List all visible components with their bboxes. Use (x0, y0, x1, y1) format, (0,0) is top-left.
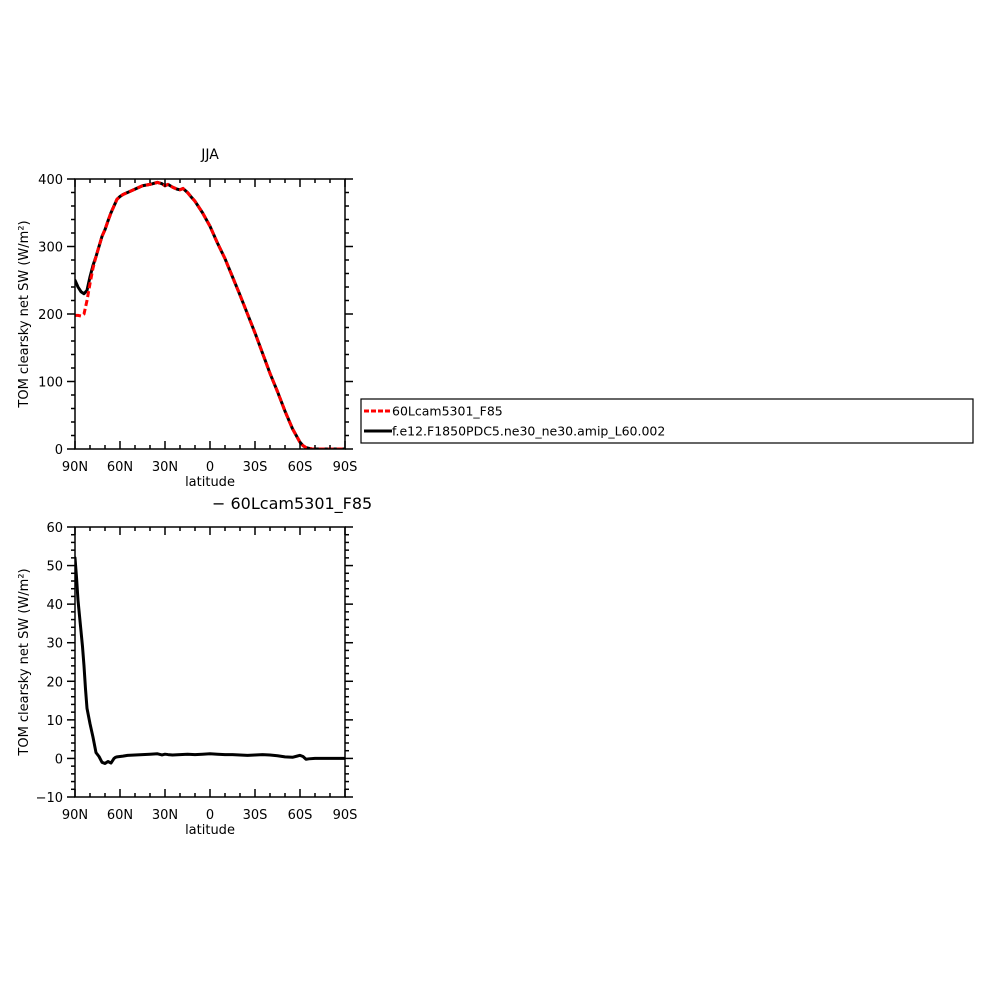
y-tick-label: 50 (46, 560, 63, 575)
x-tick-label: 30S (243, 808, 268, 823)
series-line-1 (75, 556, 345, 765)
y-tick-label: 400 (38, 173, 63, 188)
y-tick-label: 300 (38, 241, 63, 256)
chart-title: − 60Lcam5301_F85 (212, 494, 372, 514)
y-axis-label: TOM clearsky net SW (W/m²) (17, 220, 32, 408)
y-tick-label: −10 (36, 791, 63, 806)
legend-entry-1: 60Lcam5301_F85 (392, 404, 503, 419)
y-tick-label: 100 (38, 376, 63, 391)
x-tick-label: 90S (333, 808, 358, 823)
plot-frame (74, 178, 346, 450)
y-tick-label: 40 (46, 598, 63, 613)
x-axis-label: latitude (185, 823, 235, 838)
y-tick-label: 60 (46, 521, 63, 536)
x-tick-label: 30N (152, 808, 178, 823)
chart-2: 90N 60N 30N 0 30S 60S 90S −10 0 10 20 30 40 50 60 latit… (17, 494, 372, 838)
x-tick-label: 90N (62, 460, 88, 475)
x-tick-label: 60N (107, 808, 133, 823)
x-tick-label: 0 (206, 808, 214, 823)
y-axis-label: TOM clearsky net SW (W/m²) (17, 568, 32, 756)
legend: 60Lcam5301_F85 f.e12.F1850PDC5.ne30_ne30.… (360, 398, 974, 444)
y-tick-label: 200 (38, 308, 63, 323)
x-tick-label: 60S (288, 460, 313, 475)
legend-entry-2: f.e12.F1850PDC5.ne30_ne30.amip_L60.002 (392, 424, 665, 439)
series-line-2 (75, 180, 345, 449)
legend-box (360, 398, 974, 444)
y-tick-label: 20 (46, 675, 63, 690)
x-axis-label: latitude (185, 475, 235, 490)
x-tick-label: 90N (62, 808, 88, 823)
y-tick-label: 0 (55, 752, 63, 767)
x-tick-label: 60S (288, 808, 313, 823)
x-tick-label: 0 (206, 460, 214, 475)
x-tick-label: 90S (333, 460, 358, 475)
y-tick-label: 30 (46, 637, 63, 652)
chart-1: 90N 60N 30N 0 30S 60S 90S 0 100 200 300 400 latitude… (17, 147, 357, 490)
x-tick-label: 30S (243, 460, 268, 475)
y-tick-label: 10 (46, 714, 63, 729)
x-tick-label: 30N (152, 460, 178, 475)
y-tick-label: 0 (55, 443, 63, 458)
chart-title: JJA (200, 147, 219, 163)
x-tick-label: 60N (107, 460, 133, 475)
series-line-1 (75, 180, 345, 449)
